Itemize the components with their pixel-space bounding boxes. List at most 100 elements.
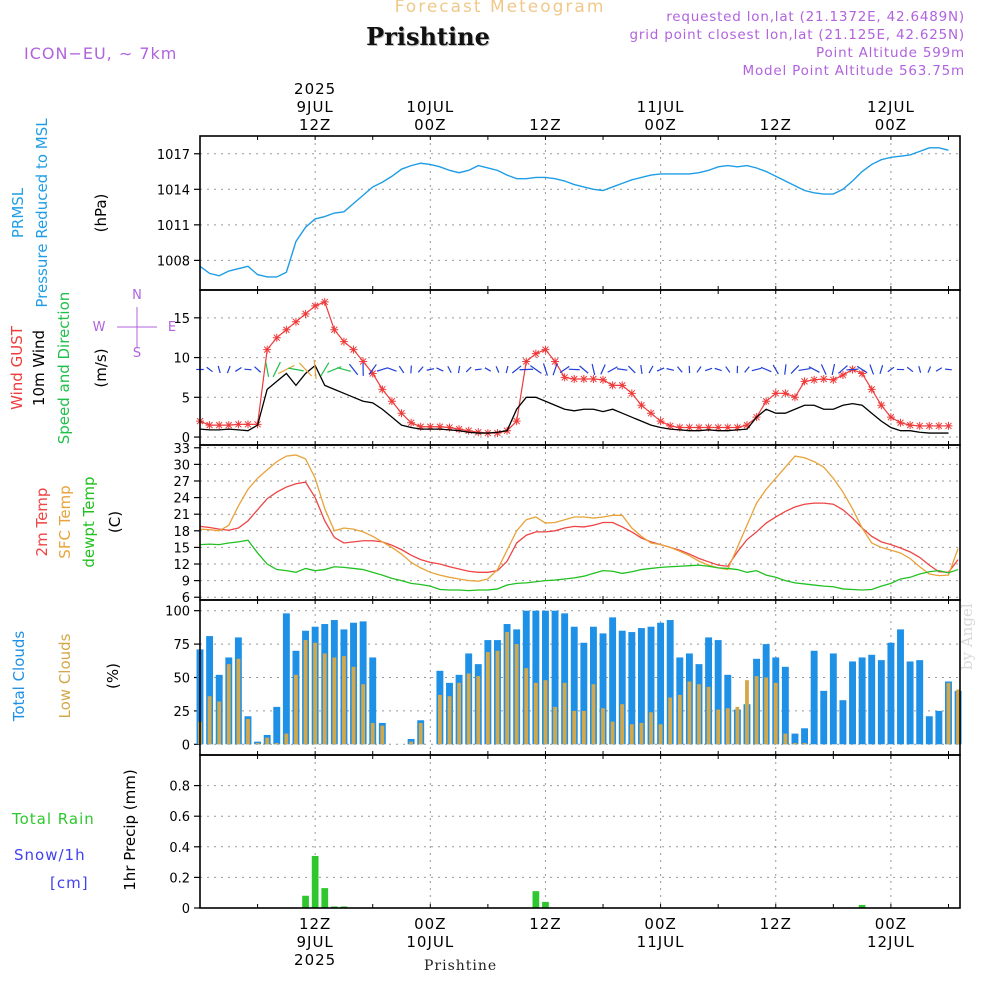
gust-marker: [397, 409, 406, 418]
gust-marker: [599, 375, 608, 384]
bottom-time-label: 10JUL: [406, 933, 454, 951]
total-cloud-bar: [839, 700, 847, 745]
bottom-time-label: 11JUL: [637, 933, 685, 951]
top-time-label: 00Z: [644, 116, 676, 134]
gust-marker: [387, 397, 396, 406]
total-cloud-bar: [570, 626, 578, 745]
total-cloud-bar: [916, 660, 924, 745]
wind-arrow: [265, 362, 270, 377]
wind-arrow: [772, 364, 779, 375]
low-cloud-bar: [639, 722, 644, 745]
gust-marker: [282, 325, 291, 334]
wind-arrow: [784, 364, 787, 375]
low-clouds-ylabel: Low Clouds: [56, 633, 74, 718]
gust-marker: [330, 325, 339, 334]
total-cloud-bar: [666, 620, 674, 745]
low-cloud-bar: [313, 642, 318, 745]
low-cloud-bar: [514, 644, 519, 745]
gust-marker: [339, 337, 348, 346]
low-cloud-bar: [447, 696, 452, 745]
wind-arrow: [426, 368, 435, 371]
wind-arrow: [918, 365, 922, 373]
bottom-time-label: 9JUL: [296, 933, 333, 951]
low-cloud-bar: [255, 742, 260, 745]
gust-marker: [714, 423, 723, 432]
total-cloud-bar: [599, 633, 607, 745]
low-cloud-bar: [677, 694, 682, 745]
low-cloud-bar: [370, 722, 375, 745]
precip-frame: [199, 754, 961, 909]
gust-marker: [407, 418, 416, 427]
total-cloud-bar: [820, 690, 828, 745]
gust-marker: [858, 369, 867, 378]
wind-arrow: [714, 367, 722, 372]
low-cloud-bar: [956, 689, 960, 745]
top-time-label: 12JUL: [867, 98, 915, 116]
wind-arrow: [559, 365, 570, 374]
gust-marker: [906, 421, 915, 430]
total-cloud-bar: [561, 613, 569, 745]
low-cloud-bar: [524, 668, 529, 745]
wind-arrow: [313, 359, 317, 380]
gust-marker: [205, 421, 214, 430]
total-cloud-bar: [781, 666, 789, 745]
low-cloud-bar: [303, 640, 308, 745]
wind-arrow: [417, 366, 424, 373]
precip-ytick-label: 0.2: [169, 871, 190, 886]
wind-arrow: [831, 363, 836, 376]
wind-arrow: [457, 365, 461, 374]
temp-line-0: [199, 481, 959, 573]
pressure-ytick-label: 1014: [157, 183, 190, 198]
gust-marker: [560, 373, 569, 382]
wind-arrow: [336, 367, 351, 372]
wind-arrow: [552, 363, 558, 376]
low-cloud-bar: [745, 680, 749, 745]
gust-marker: [685, 423, 694, 432]
rain-bar: [858, 904, 866, 908]
low-cloud-bar: [629, 724, 634, 745]
gust-marker: [704, 423, 713, 432]
low-cloud-bar: [591, 684, 596, 745]
bottom-time-label: 00Z: [875, 915, 907, 933]
total-cloud-bar: [714, 640, 722, 745]
low-cloud-bar: [649, 712, 653, 745]
wind-arrow: [244, 368, 252, 371]
gust-marker: [263, 345, 272, 354]
low-cloud-bar: [380, 725, 385, 745]
low-cloud-bar: [764, 677, 769, 745]
wind-arrow: [254, 366, 262, 373]
low-cloud-bar: [725, 708, 730, 745]
wind-arrow: [348, 363, 359, 376]
low-cloud-bar: [668, 697, 673, 745]
top-time-label: 12Z: [760, 116, 792, 134]
wind-arrow: [447, 365, 452, 374]
low-cloud-bar: [802, 742, 807, 745]
low-cloud-bar: [505, 632, 509, 745]
gust-marker: [522, 357, 531, 366]
bottom-time-label: 00Z: [644, 915, 676, 933]
low-cloud-bar: [562, 682, 567, 745]
gust-marker: [368, 369, 377, 378]
wind-arrow: [591, 363, 596, 376]
gust-marker: [455, 425, 464, 434]
gust-marker: [445, 423, 454, 432]
gust-marker: [311, 301, 320, 310]
point-altitude: Point Altitude 599m: [816, 45, 965, 61]
temperature-ytick-label: 33: [173, 442, 190, 457]
wind-arrow: [217, 365, 221, 374]
total-cloud-bar: [551, 610, 559, 745]
temp-sfc-ylabel: SFC Temp: [56, 485, 74, 558]
temperature-ytick-label: 6: [182, 591, 190, 606]
gust-marker: [810, 375, 819, 384]
total-cloud-bar: [359, 621, 367, 745]
wind-arrow: [704, 367, 713, 372]
snow-unit: [cm]: [50, 874, 89, 892]
gust-marker: [224, 421, 233, 430]
top-time-label: 00Z: [414, 116, 446, 134]
gust-marker: [215, 421, 224, 430]
wind-arrow: [568, 368, 580, 371]
low-cloud-bar: [793, 742, 797, 745]
rain-bar: [532, 891, 540, 908]
total-cloud-bar: [206, 636, 214, 745]
